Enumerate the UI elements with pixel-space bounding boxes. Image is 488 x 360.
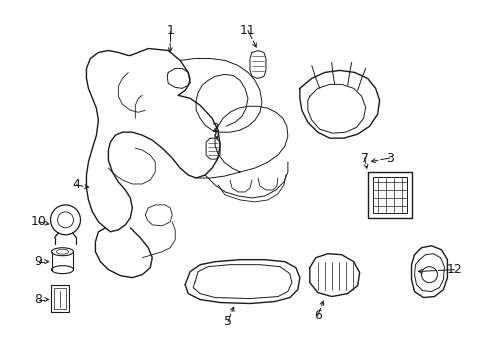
Text: 8: 8 — [35, 293, 42, 306]
Bar — [50, 285, 68, 312]
Text: 10: 10 — [31, 215, 46, 228]
Text: 7: 7 — [360, 152, 368, 165]
Text: 6: 6 — [313, 309, 321, 322]
Text: 12: 12 — [446, 263, 461, 276]
Text: 2: 2 — [211, 122, 219, 135]
Text: 3: 3 — [385, 152, 393, 165]
Text: 11: 11 — [240, 24, 255, 37]
Text: 9: 9 — [35, 255, 42, 268]
Text: 1: 1 — [166, 24, 174, 37]
Bar — [53, 288, 65, 310]
Text: 5: 5 — [224, 315, 232, 328]
Text: 4: 4 — [72, 179, 80, 192]
